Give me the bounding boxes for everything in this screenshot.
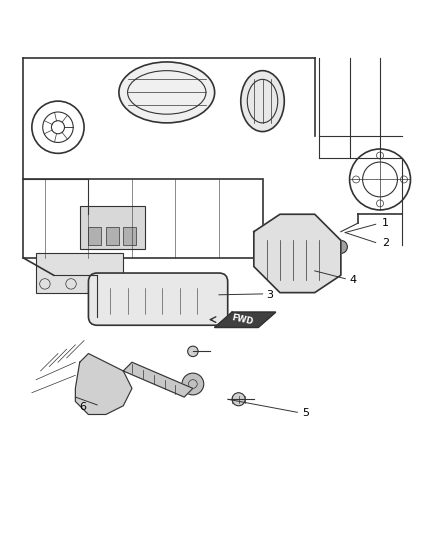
- Bar: [23, 180, 262, 258]
- Bar: [88, 228, 102, 245]
- Text: 3: 3: [266, 290, 273, 300]
- Circle shape: [182, 373, 204, 395]
- Bar: [36, 254, 123, 293]
- Circle shape: [334, 240, 347, 254]
- Polygon shape: [123, 362, 193, 397]
- Text: 4: 4: [350, 274, 357, 285]
- Circle shape: [276, 236, 319, 279]
- Polygon shape: [75, 353, 132, 415]
- Ellipse shape: [241, 71, 284, 132]
- Polygon shape: [254, 214, 341, 293]
- FancyBboxPatch shape: [88, 273, 228, 325]
- Text: 2: 2: [382, 238, 389, 248]
- Text: FWD: FWD: [231, 313, 254, 326]
- Polygon shape: [215, 312, 276, 327]
- Polygon shape: [19, 58, 402, 319]
- Text: 6: 6: [79, 402, 86, 411]
- Circle shape: [232, 393, 245, 406]
- Bar: [123, 228, 136, 245]
- Circle shape: [79, 392, 89, 402]
- Ellipse shape: [119, 62, 215, 123]
- Circle shape: [187, 346, 198, 357]
- Text: 5: 5: [302, 408, 309, 418]
- Text: 1: 1: [382, 218, 389, 228]
- Circle shape: [105, 392, 116, 402]
- Bar: [106, 228, 119, 245]
- Bar: [80, 206, 145, 249]
